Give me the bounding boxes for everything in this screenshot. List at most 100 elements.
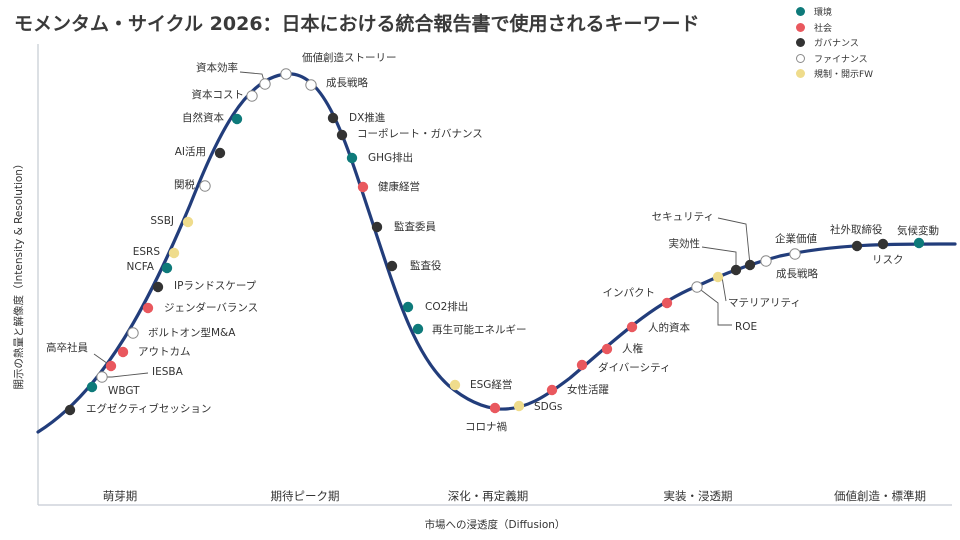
keyword-marker-gov: [744, 259, 756, 271]
keyword-label: 価値創造ストーリー: [302, 51, 397, 64]
keyword-label: 高卒社員: [46, 341, 88, 354]
keyword-marker-fin: [305, 79, 317, 91]
keyword-marker-soc: [489, 402, 501, 414]
keyword-labels: エグゼクティブセッション WBGT IESBA 高卒社員 アウトカム ボルトオン型M&A ジ…: [46, 51, 939, 433]
legend-swatch-gov: [796, 38, 805, 48]
keyword-label: DX推進: [349, 111, 386, 124]
phase-labels: 萌芽期 期待ピーク期 深化・再定義期 実装・浸透期 価値創造・標準期: [103, 489, 926, 503]
leader-line: [701, 246, 737, 270]
legend-label-soc: 社会: [814, 23, 833, 34]
keyword-label: CO2排出: [425, 300, 468, 313]
keyword-marker-gov: [64, 404, 76, 416]
keyword-marker-fin: [199, 180, 211, 192]
keyword-marker-env: [913, 237, 925, 249]
keyword-marker-soc: [357, 181, 369, 193]
keyword-marker-fin: [96, 371, 108, 383]
keyword-label: インパクト: [603, 287, 656, 299]
keyword-marker-soc: [661, 297, 673, 309]
phase-label: 萌芽期: [103, 489, 138, 503]
leader-line: [696, 286, 732, 326]
legend-label-reg: 規制・開示FW: [814, 70, 874, 81]
keyword-label: 人的資本: [648, 321, 690, 334]
legend-item-gov: ガバナンス: [796, 35, 873, 51]
keyword-label: ESG経営: [470, 378, 512, 391]
keyword-label: 関税: [174, 178, 195, 191]
keyword-label: 資本効率: [196, 61, 238, 74]
keyword-marker-fin: [691, 281, 703, 293]
keyword-label: 自然資本: [182, 111, 224, 124]
keyword-label: 成長戦略: [326, 76, 368, 89]
keyword-marker-env: [346, 152, 358, 164]
keyword-marker-gov: [327, 112, 339, 124]
keyword-label: ESRS: [133, 246, 161, 258]
keyword-marker-soc: [576, 359, 588, 371]
leader-line: [102, 372, 149, 378]
y-axis-title: 開示の熱量と解像度（Intensity & Resolution）: [12, 159, 25, 390]
keyword-marker-env: [402, 301, 414, 313]
x-axis-title: 市場への浸透度（Diffusion）: [425, 518, 566, 531]
keyword-marker-reg: [182, 216, 194, 228]
keyword-marker-gov: [386, 260, 398, 272]
keyword-label: 気候変動: [897, 224, 939, 237]
keyword-marker-env: [412, 323, 424, 335]
legend-label-gov: ガバナンス: [814, 39, 859, 50]
keyword-label: 健康経営: [378, 180, 420, 193]
legend: 環境 社会 ガバナンス ファイナンス 規制・開示FW: [796, 4, 873, 82]
keyword-label: IPランドスケープ: [174, 280, 257, 292]
keyword-marker-env: [231, 113, 243, 125]
keyword-label: ROE: [735, 321, 757, 333]
keyword-marker-reg: [712, 271, 724, 283]
legend-swatch-reg: [796, 69, 805, 79]
keyword-label: SDGs: [534, 401, 562, 413]
keyword-label: IESBA: [152, 366, 184, 378]
keyword-marker-gov: [877, 238, 889, 250]
keyword-label: GHG排出: [368, 151, 413, 164]
keyword-marker-reg: [168, 247, 180, 259]
keyword-marker-soc: [105, 360, 117, 372]
keyword-marker-soc: [117, 346, 129, 358]
keyword-marker-gov: [371, 221, 383, 233]
phase-label: 実装・浸透期: [664, 489, 733, 503]
legend-item-soc: 社会: [796, 20, 873, 36]
keyword-label: SSBJ: [150, 215, 174, 227]
keyword-label: 女性活躍: [567, 383, 609, 396]
keyword-label: 資本コスト: [192, 88, 245, 101]
keyword-label: コロナ禍: [465, 420, 507, 433]
legend-swatch-env: [796, 7, 805, 17]
keyword-label: 企業価値: [775, 232, 817, 245]
keyword-marker-gov: [336, 129, 348, 141]
keyword-marker-reg: [449, 379, 461, 391]
keyword-marker-soc: [142, 302, 154, 314]
legend-swatch-soc: [796, 22, 805, 32]
chart-title: モメンタム・サイクル 2026：日本における統合報告書で使用されるキーワード: [14, 13, 700, 35]
legend-label-fin: ファイナンス: [814, 54, 868, 65]
phase-label: 期待ピーク期: [271, 489, 340, 503]
keyword-label: 人権: [622, 342, 643, 355]
legend-label-env: 環境: [814, 8, 833, 19]
keyword-marker-fin: [127, 327, 139, 339]
keyword-label: アウトカム: [138, 346, 191, 358]
keyword-label: ダイバーシティ: [598, 361, 670, 374]
phase-label: 価値創造・標準期: [834, 489, 926, 503]
keyword-marker-soc: [601, 343, 613, 355]
keyword-label: AI活用: [175, 146, 206, 158]
keyword-label: マテリアリティ: [728, 297, 801, 309]
leader-line: [717, 217, 751, 266]
keyword-marker-gov: [214, 147, 226, 159]
keyword-label: NCFA: [127, 261, 155, 273]
phase-label: 深化・再定義期: [448, 489, 529, 503]
legend-swatch-fin: [796, 53, 805, 63]
keyword-marker-gov: [152, 281, 164, 293]
keyword-label: 監査委員: [394, 220, 436, 233]
keyword-label: ジェンダーバランス: [164, 301, 258, 314]
keyword-label: 監査役: [410, 259, 442, 272]
legend-item-reg: 規制・開示FW: [796, 66, 873, 82]
keyword-label: WBGT: [108, 385, 140, 397]
keyword-markers: [64, 68, 925, 416]
legend-item-env: 環境: [796, 4, 873, 20]
keyword-marker-env: [86, 381, 98, 393]
keyword-marker-fin: [259, 78, 271, 90]
keyword-marker-env: [161, 262, 173, 274]
keyword-marker-soc: [546, 384, 558, 396]
